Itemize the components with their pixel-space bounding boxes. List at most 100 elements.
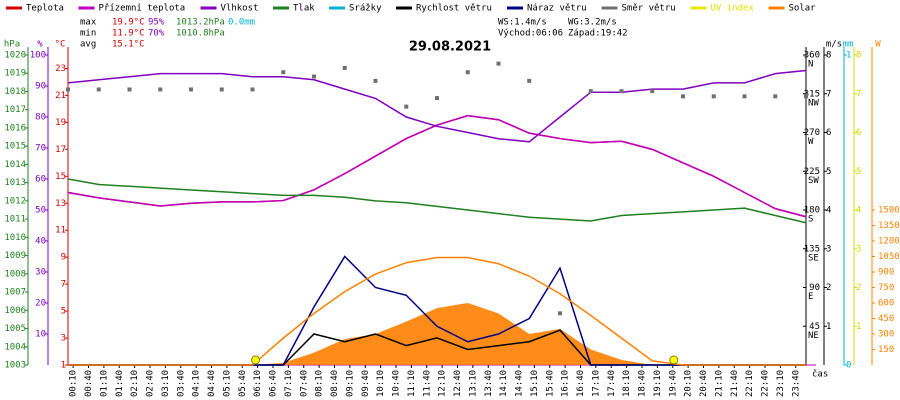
y-tick-label: 5 [826, 167, 831, 177]
wind-direction-mark [342, 65, 347, 70]
y-tick-label: 3 [826, 244, 831, 254]
wind-direction-mark [650, 89, 655, 94]
wind-gust-info: WG:3.2m/s [568, 18, 617, 28]
y-tick-label: 1015 [4, 142, 26, 152]
y-tick-label: 2 [826, 283, 831, 293]
x-tick-label: 12:10 [438, 370, 448, 397]
axis-unit-label: mm [843, 40, 854, 50]
sun-marker [669, 355, 679, 365]
compass-label: E [808, 292, 813, 302]
x-tick-label: 19:40 [668, 370, 678, 397]
y-tick-label: 270 [804, 128, 820, 138]
x-tick-label: 02:40 [146, 370, 156, 397]
y-tick-label: 11 [55, 226, 66, 236]
y-tick-label: 8 [826, 51, 831, 61]
y-tick-label: 19 [55, 118, 66, 128]
x-tick-label: 09:10 [345, 370, 355, 397]
axis-unit-label: % [37, 40, 43, 50]
y-tick-label: 360 [804, 51, 820, 61]
y-tick-label: 180 [804, 206, 820, 216]
wind-direction-mark [527, 78, 532, 83]
x-tick-label: 04:10 [192, 370, 202, 397]
x-tick-label: 11:40 [422, 370, 432, 397]
y-tick-label: 450 [878, 314, 894, 324]
x-tick-label: 21:10 [714, 370, 724, 397]
y-tick-label: 1 [826, 322, 831, 332]
legend-label: Přízemní teplota [99, 4, 186, 14]
y-tick-label: 750 [878, 283, 894, 293]
x-tick-label: 16:10 [561, 370, 571, 397]
stat-value: 95% [148, 18, 165, 28]
y-tick-label: 9 [61, 253, 66, 263]
wind-direction-mark [496, 61, 501, 66]
x-tick-label: 20:40 [699, 370, 709, 397]
legend-label: Rychlost větru [416, 4, 492, 14]
y-tick-label: 5 [856, 167, 861, 177]
series-line [67, 178, 807, 224]
wind-direction-mark [804, 94, 808, 99]
y-tick-label: 3 [61, 334, 66, 344]
y-tick-label: 1050 [878, 252, 900, 262]
wind-direction-mark [189, 87, 193, 92]
x-tick-label: 11:10 [407, 370, 417, 397]
y-tick-label: 1017 [4, 105, 26, 115]
x-tick-label: 21:40 [730, 370, 740, 397]
stat-value: 0.0mm [228, 18, 255, 28]
y-tick-label: 17 [55, 145, 66, 155]
y-tick-label: 15 [55, 172, 66, 182]
y-tick-label: 900 [878, 268, 894, 278]
x-tick-label: 18:40 [638, 370, 648, 397]
y-tick-label: 2 [856, 283, 861, 293]
y-tick-label: 315 [804, 89, 820, 99]
y-tick-label: 0 [846, 361, 851, 371]
y-tick-label: 21 [55, 91, 66, 101]
wind-direction-mark [404, 104, 409, 109]
legend-label: Směr větru [622, 4, 676, 14]
y-tick-label: 1200 [878, 237, 900, 247]
x-tick-label: 03:40 [176, 370, 186, 397]
y-tick-label: 1012 [4, 196, 26, 206]
y-tick-label: 1003 [4, 361, 26, 371]
wind-speed-info: WS:1.4m/s [498, 18, 547, 28]
x-tick-label: 01:40 [115, 370, 125, 397]
compass-label: NW [808, 98, 819, 108]
y-tick-label: 70 [35, 144, 46, 154]
wind-direction-mark [742, 94, 747, 99]
legend-label: Solar [789, 4, 817, 14]
y-tick-label: 7 [61, 280, 66, 290]
wind-direction-mark [588, 89, 593, 94]
x-tick-label: 08:10 [315, 370, 325, 397]
x-tick-label: 17:10 [591, 370, 601, 397]
stat-label: avg [80, 40, 96, 50]
x-tick-label: 01:10 [99, 370, 109, 397]
stat-value: 15.1°C [112, 40, 145, 50]
y-tick-label: 135 [804, 244, 820, 254]
wind-direction-mark [373, 78, 378, 83]
x-axis-label: čas [812, 369, 828, 380]
compass-label: N [808, 60, 813, 70]
y-tick-label: 1018 [4, 87, 26, 97]
y-tick-label: 1011 [4, 215, 26, 225]
wind-direction-mark [619, 89, 624, 94]
y-tick-label: 1005 [4, 324, 26, 334]
x-tick-label: 18:10 [622, 370, 632, 397]
legend-label: Tlak [293, 4, 315, 14]
x-tick-label: 15:40 [545, 370, 555, 397]
y-tick-label: 1009 [4, 251, 26, 261]
y-tick-label: 6 [856, 128, 861, 138]
wind-direction-mark [219, 87, 224, 92]
x-tick-label: 04:40 [207, 370, 217, 397]
y-tick-label: 23 [55, 64, 66, 74]
x-tick-label: 06:40 [269, 370, 279, 397]
stat-value: 1010.8hPa [176, 29, 225, 39]
y-tick-label: 600 [878, 299, 894, 309]
y-tick-label: 1006 [4, 306, 26, 316]
y-tick-label: 1008 [4, 269, 26, 279]
x-tick-label: 16:40 [576, 370, 586, 397]
x-tick-label: 22:10 [745, 370, 755, 397]
legend-label: Náraz větru [527, 4, 587, 14]
x-tick-label: 23:40 [791, 370, 801, 397]
stat-value: 11.9°C [112, 29, 145, 39]
y-tick-label: 45 [809, 322, 820, 332]
